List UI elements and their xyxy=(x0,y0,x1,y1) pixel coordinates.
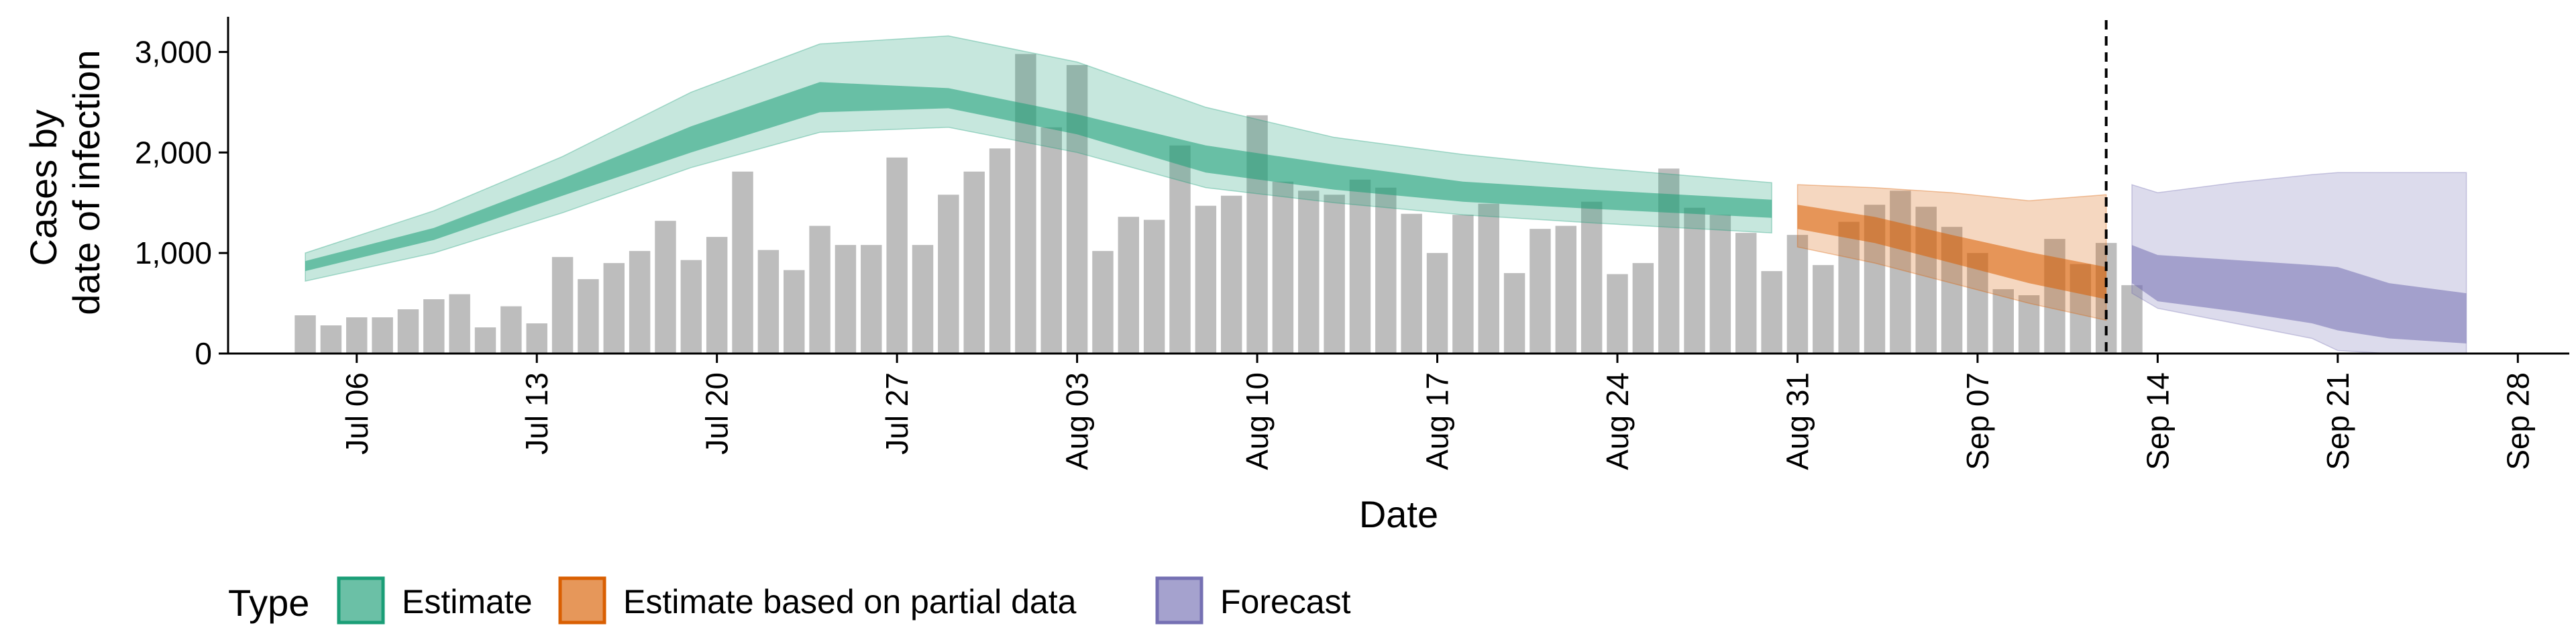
bar xyxy=(1607,274,1628,354)
legend-key-forecast xyxy=(1155,576,1203,625)
bar xyxy=(1426,253,1448,354)
bar xyxy=(809,225,830,354)
bars xyxy=(294,54,2143,354)
bar xyxy=(1838,221,1860,354)
y-tick-label: 3,000 xyxy=(135,34,212,69)
bar xyxy=(1324,195,1345,354)
bar xyxy=(346,317,368,354)
x-tick-label: Jul 13 xyxy=(519,372,554,455)
bar xyxy=(1092,251,1114,354)
bar xyxy=(1555,225,1577,354)
bar xyxy=(603,263,625,354)
bar xyxy=(629,251,651,354)
bar xyxy=(1272,181,1294,354)
x-tick-label: Aug 17 xyxy=(1420,372,1455,470)
x-tick-label: Aug 03 xyxy=(1060,372,1095,470)
bar xyxy=(989,148,1011,354)
x-tick-label: Sep 14 xyxy=(2140,372,2175,470)
bar xyxy=(1735,233,1757,354)
legend-key-estimate-based-on-partial-data xyxy=(558,576,606,625)
x-tick-label: Sep 07 xyxy=(1960,372,1995,470)
legend-title: Type xyxy=(228,582,309,624)
bar xyxy=(1040,127,1062,354)
bar xyxy=(1992,289,2014,354)
bar xyxy=(655,221,676,354)
legend: Type Estimate Estimate based on partial d… xyxy=(228,576,1351,625)
bar xyxy=(2018,295,2040,354)
bar xyxy=(732,171,753,354)
bar xyxy=(1761,271,1782,354)
bar xyxy=(835,245,857,354)
bar xyxy=(1452,215,1474,354)
bar xyxy=(680,260,702,354)
bar xyxy=(320,325,342,354)
ribbon-50-forecast xyxy=(2132,245,2467,343)
y-tick-label: 2,000 xyxy=(135,135,212,170)
bar xyxy=(474,327,496,354)
bar xyxy=(886,157,908,354)
bar xyxy=(1349,179,1371,354)
x-tick-label: Jul 27 xyxy=(879,372,914,455)
ribbon-50-estimate-based-on-partial-data xyxy=(1797,205,2106,300)
bar xyxy=(449,294,470,354)
bar xyxy=(706,237,728,354)
x-tick-label: Jul 20 xyxy=(700,372,735,455)
bar xyxy=(1503,273,1525,354)
y-axis-title-line-2: date of infection xyxy=(65,50,107,315)
x-tick-label: Aug 31 xyxy=(1780,372,1815,470)
bar xyxy=(1684,207,1705,354)
x-tick-label: Aug 10 xyxy=(1240,372,1275,470)
bar xyxy=(1220,195,1242,354)
bar xyxy=(1375,187,1397,354)
y-tick-label: 1,000 xyxy=(135,235,212,270)
bar xyxy=(912,245,934,354)
bar xyxy=(938,195,959,354)
bar xyxy=(861,245,882,354)
ribbons xyxy=(305,35,2467,354)
x-axis-ticks: Jul 06 Jul 13 Jul 20 Jul 27 Aug 03 Aug 10 Aug … xyxy=(339,354,2535,470)
bar xyxy=(1169,145,1191,354)
y-axis-ticks: 0 1,000 2,000 3,000 xyxy=(135,34,228,371)
x-axis-title: Date xyxy=(1359,493,1438,535)
bar xyxy=(784,270,805,354)
bar xyxy=(1478,203,1499,354)
bar xyxy=(1143,219,1165,354)
bar xyxy=(1709,215,1731,354)
ribbon-90-estimate xyxy=(305,35,1772,282)
bar xyxy=(1580,201,1603,354)
bar xyxy=(1890,191,1911,354)
bar xyxy=(1786,235,1809,354)
legend-key-estimate xyxy=(337,576,385,625)
bar xyxy=(963,171,985,354)
bar xyxy=(578,279,599,354)
bar xyxy=(1632,263,1654,354)
bar xyxy=(1298,191,1320,354)
bar xyxy=(423,299,445,354)
bar xyxy=(526,323,547,354)
bar xyxy=(757,250,780,354)
x-tick-label: Aug 24 xyxy=(1600,372,1635,470)
bar xyxy=(1529,229,1551,354)
x-tick-label: Sep 21 xyxy=(2320,372,2355,470)
x-tick-label: Jul 06 xyxy=(339,372,374,455)
legend-label-estimate: Estimate xyxy=(402,583,533,621)
x-tick-label: Sep 28 xyxy=(2500,372,2535,470)
bar xyxy=(1813,265,1834,354)
ribbon-50-estimate xyxy=(305,82,1772,272)
bar xyxy=(397,309,419,354)
bar xyxy=(1401,213,1422,354)
bar xyxy=(551,257,574,354)
legend-label-forecast: Forecast xyxy=(1220,583,1351,621)
bar xyxy=(372,317,393,354)
y-axis-title: Cases by date of infection xyxy=(22,50,107,315)
bar xyxy=(2121,285,2143,354)
bar xyxy=(1118,217,1140,354)
y-axis-title-line-1: Cases by xyxy=(22,109,64,266)
bar xyxy=(1195,205,1217,354)
legend-label-estimate-based-on-partial-data: Estimate based on partial data xyxy=(623,583,1077,621)
bar xyxy=(294,315,316,354)
bar xyxy=(500,306,522,354)
y-tick-label: 0 xyxy=(195,336,212,371)
